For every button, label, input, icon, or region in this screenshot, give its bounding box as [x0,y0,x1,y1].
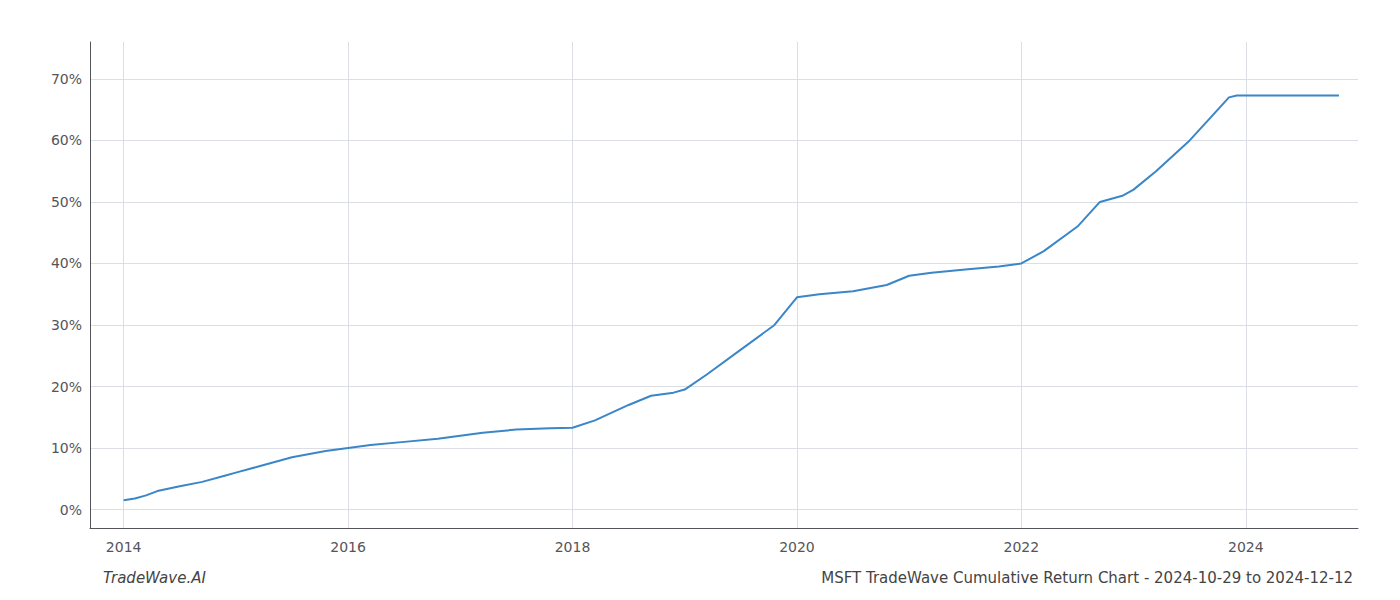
svg-text:2014: 2014 [106,539,142,555]
svg-text:2022: 2022 [1004,539,1040,555]
svg-text:2024: 2024 [1228,539,1264,555]
svg-text:40%: 40% [51,255,82,271]
svg-text:TradeWave.AI: TradeWave.AI [103,569,206,587]
svg-text:70%: 70% [51,71,82,87]
svg-text:MSFT TradeWave Cumulative Retu: MSFT TradeWave Cumulative Return Chart -… [821,569,1353,587]
svg-text:0%: 0% [60,502,82,518]
svg-text:2020: 2020 [779,539,815,555]
svg-text:2016: 2016 [330,539,366,555]
svg-text:50%: 50% [51,194,82,210]
svg-text:20%: 20% [51,379,82,395]
svg-text:60%: 60% [51,132,82,148]
svg-text:2018: 2018 [555,539,591,555]
svg-text:10%: 10% [51,440,82,456]
svg-text:30%: 30% [51,317,82,333]
